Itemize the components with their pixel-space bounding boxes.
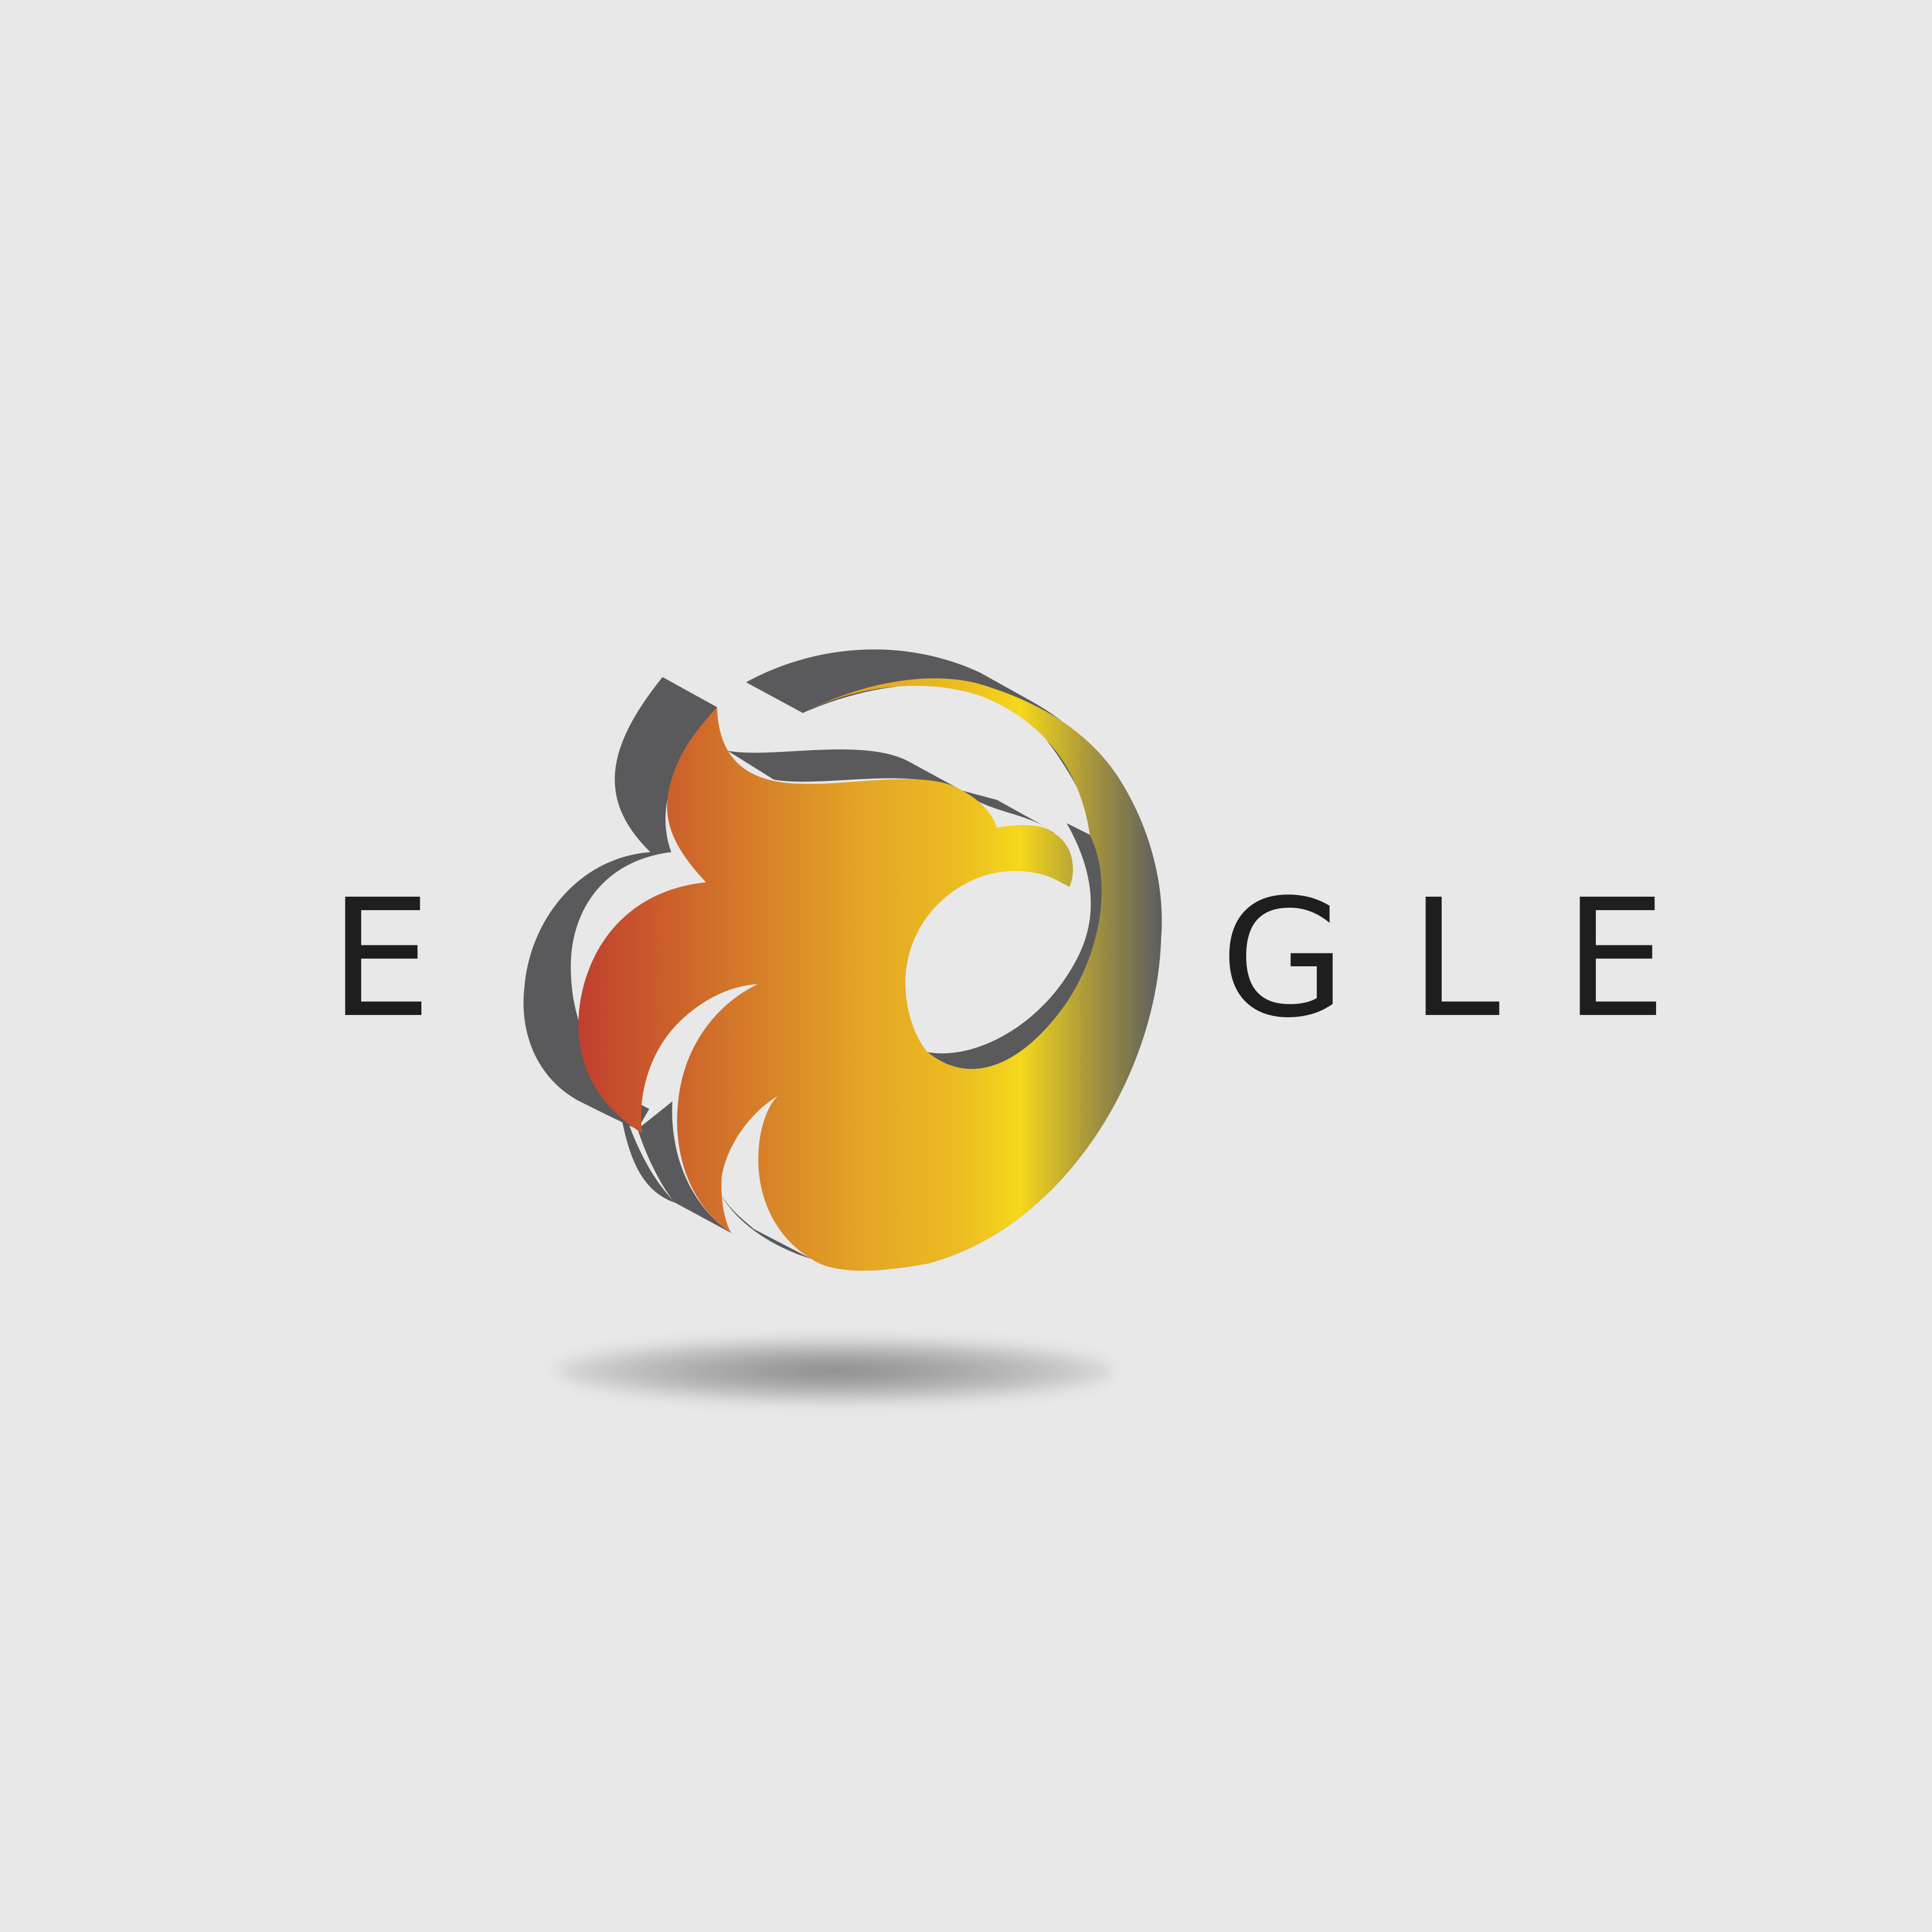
logo-text-end: GLE [1220, 865, 1730, 1054]
emblem-main [578, 678, 1162, 1271]
logo-text-start: E [329, 865, 432, 1054]
ground-shadow [556, 1339, 1113, 1403]
